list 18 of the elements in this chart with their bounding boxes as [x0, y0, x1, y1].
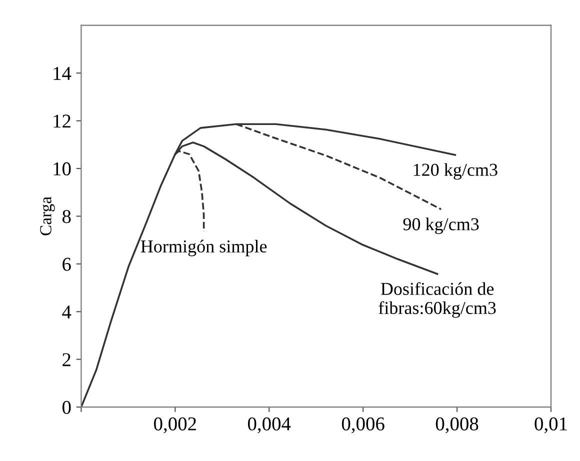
x-tick-label: 0,006	[342, 417, 384, 434]
y-axis-title: Carga	[40, 196, 55, 236]
y-tick-label: 2	[62, 353, 70, 366]
y-tick-label: 8	[62, 210, 71, 224]
series-label: 120 kg/cm3	[414, 163, 498, 180]
series-label: Dosificación de fibras:60kg/cm3	[378, 282, 496, 318]
y-tick-label: 6	[62, 258, 71, 271]
y-tick-label: 0	[62, 400, 71, 414]
x-tick-label: 0,01	[534, 417, 567, 434]
x-tick-label: 0,004	[248, 417, 291, 434]
x-tick-label: 0,002	[154, 417, 196, 434]
x-tick-label: 0,008	[436, 417, 478, 434]
y-tick-label: 10	[54, 162, 71, 176]
series-label: Hormigón simple	[140, 240, 267, 256]
y-tick-label: 14	[54, 66, 72, 80]
y-tick-label: 4	[62, 306, 72, 318]
y-tick-label: 12	[54, 114, 70, 128]
series-label: 90 kg/cm3	[403, 218, 479, 234]
